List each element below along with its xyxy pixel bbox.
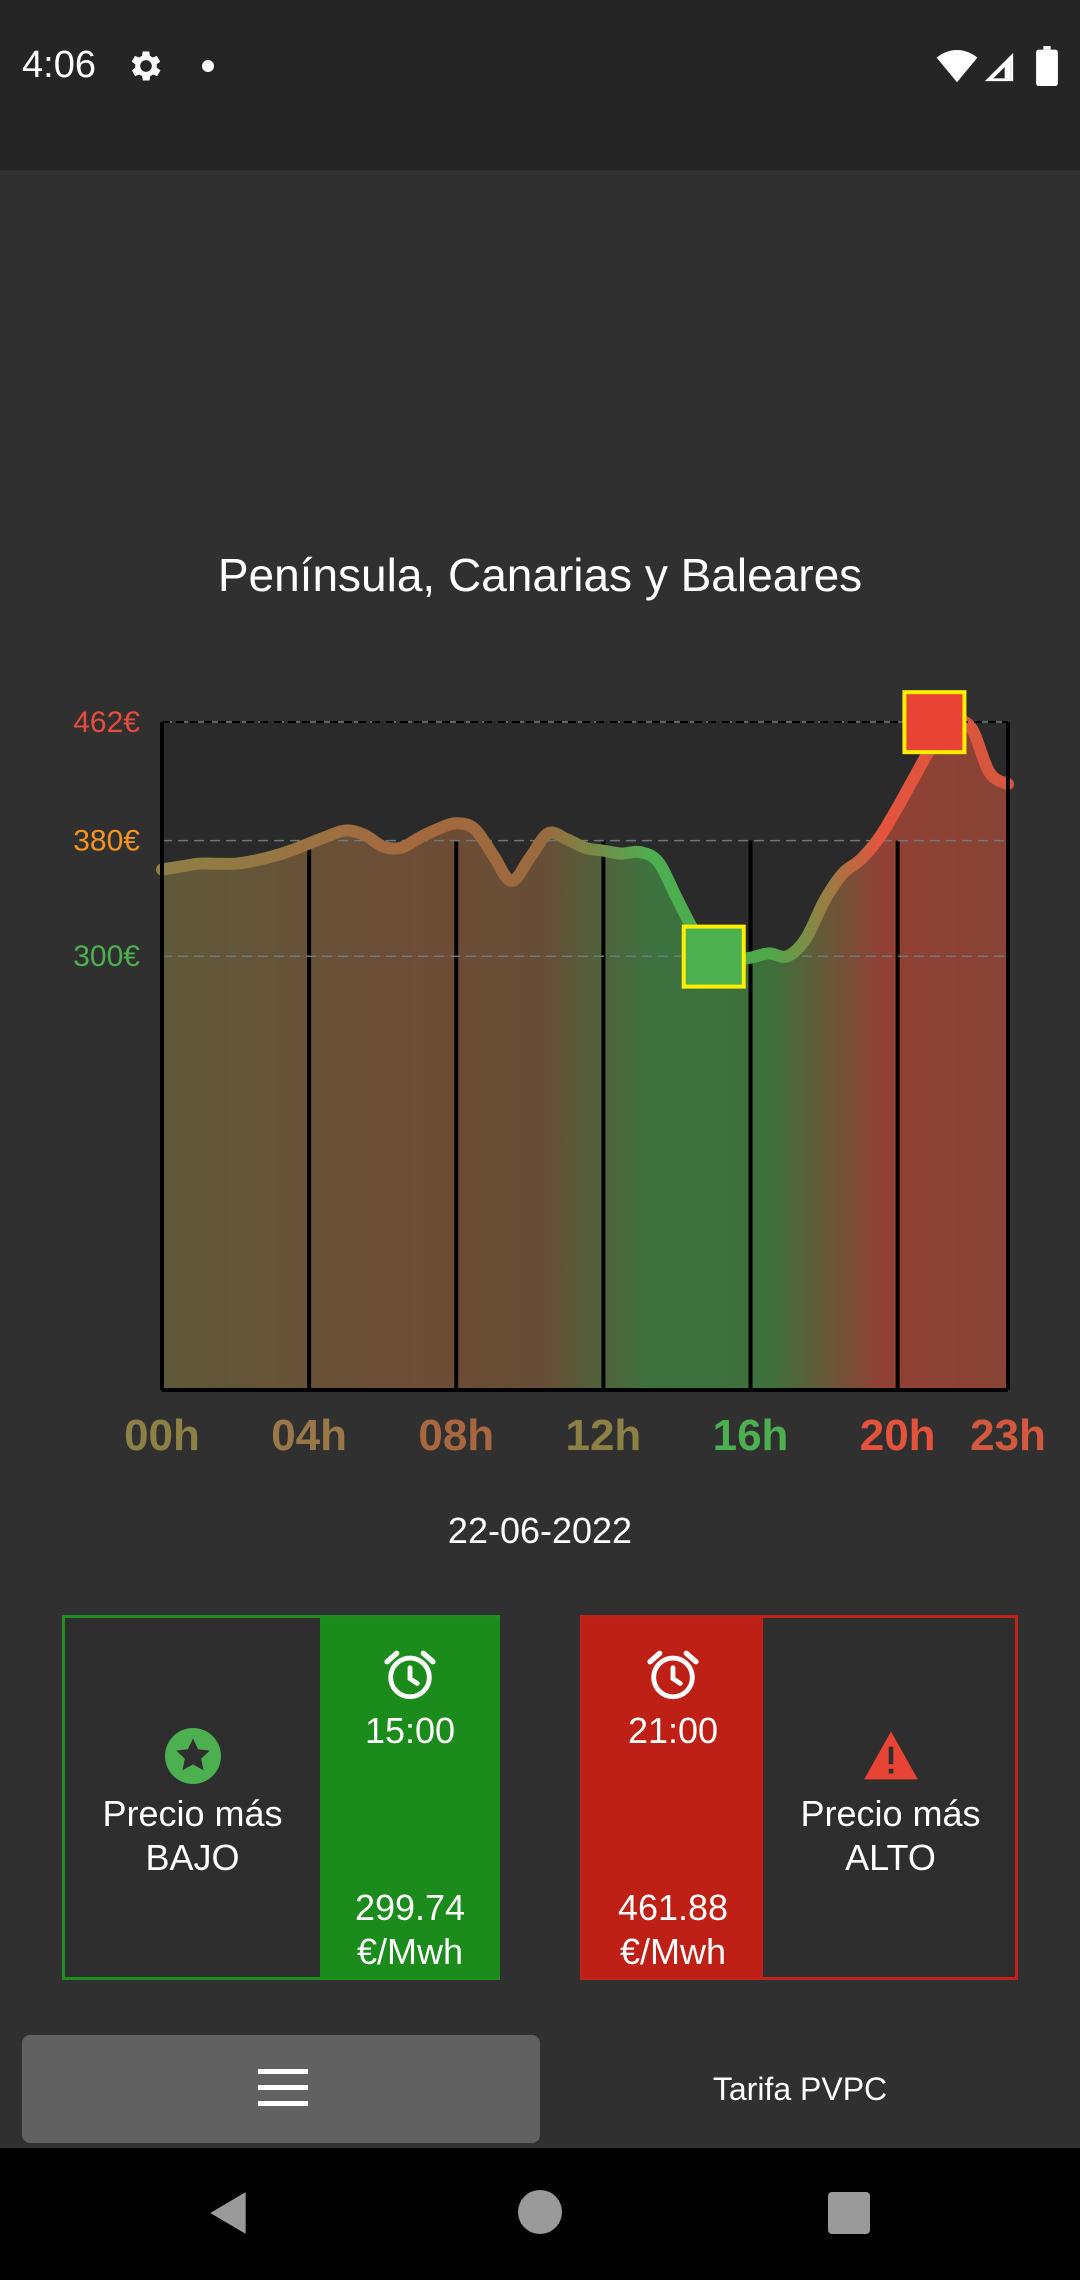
price-chart: 300€ 380€ 462€ 00h 04h 08h 12h 16h 20h 23h (73, 690, 1046, 1460)
wifi-icon (936, 50, 978, 83)
lowest-price-amount: 299.74 (354, 1887, 466, 1928)
highest-price-time: 21:00 (627, 1710, 719, 1751)
x-tick-label-16h: 16h (713, 1411, 789, 1460)
lowest-price-label-line1: Precio más (102, 1793, 283, 1834)
menu-button[interactable] (22, 2035, 540, 2143)
highest-price-label-line2: ALTO (845, 1837, 936, 1878)
x-tick-label-20h: 20h (860, 1411, 936, 1460)
settings-gear-icon (131, 51, 161, 81)
star-badge-icon (164, 1728, 221, 1784)
highest-price-label-line1: Precio más (800, 1793, 981, 1834)
highest-price-amount: 461.88 (617, 1887, 729, 1928)
highest-price-value: 461.88 €/Mwh (583, 1886, 763, 1974)
max-price-marker (902, 690, 967, 755)
status-bar: 4:06 (0, 0, 1080, 170)
highest-price-panel: 21:00 461.88 €/Mwh (583, 1618, 763, 1977)
lowest-price-panel: 15:00 299.74 €/Mwh (320, 1618, 500, 1977)
status-time: 4:06 (22, 44, 96, 86)
lowest-price-label: Precio más BAJO (65, 1728, 320, 1880)
home-icon[interactable] (518, 2190, 562, 2234)
price-area-fill (162, 720, 1008, 1390)
x-tick-label-00h: 00h (124, 1411, 200, 1460)
back-icon[interactable] (204, 2188, 254, 2238)
warning-triangle-icon (863, 1731, 918, 1780)
min-price-marker (681, 924, 746, 989)
lowest-price-card: Precio más BAJO 15:00 299.74 €/Mwh (62, 1615, 500, 1980)
lowest-price-unit: €/Mwh (356, 1931, 464, 1972)
alarm-clock-icon (384, 1650, 436, 1700)
chart-date: 22-06-2022 (447, 1510, 633, 1551)
x-tick-label-08h: 08h (418, 1411, 494, 1460)
y-tick-label-462: 462€ (73, 706, 140, 739)
y-tick-label-300: 300€ (73, 940, 140, 973)
tariff-tab[interactable]: Tarifa PVPC (712, 2071, 888, 2107)
hamburger-menu-icon (258, 2069, 308, 2106)
chart-title: Península, Canarias y Baleares (217, 549, 863, 601)
x-tick-label-04h: 04h (271, 1411, 347, 1460)
price-line (156, 714, 1014, 966)
battery-icon (1036, 46, 1058, 86)
highest-price-label: Precio más ALTO (763, 1728, 1018, 1880)
x-tick-label-23h: 23h (970, 1411, 1046, 1460)
lowest-price-value: 299.74 €/Mwh (320, 1886, 500, 1974)
lowest-price-label-line2: BAJO (145, 1837, 240, 1878)
system-navigation-bar (0, 2148, 1080, 2280)
alarm-clock-icon (647, 1650, 699, 1700)
lowest-price-time: 15:00 (364, 1710, 456, 1751)
recent-apps-icon[interactable] (828, 2192, 870, 2234)
x-tick-label-12h: 12h (565, 1411, 641, 1460)
highest-price-card: 21:00 461.88 €/Mwh Precio más ALTO (580, 1615, 1018, 1980)
cell-signal-icon (984, 52, 1014, 82)
notification-dot-icon (202, 60, 214, 72)
y-tick-label-380: 380€ (73, 825, 140, 858)
highest-price-unit: €/Mwh (619, 1931, 727, 1972)
